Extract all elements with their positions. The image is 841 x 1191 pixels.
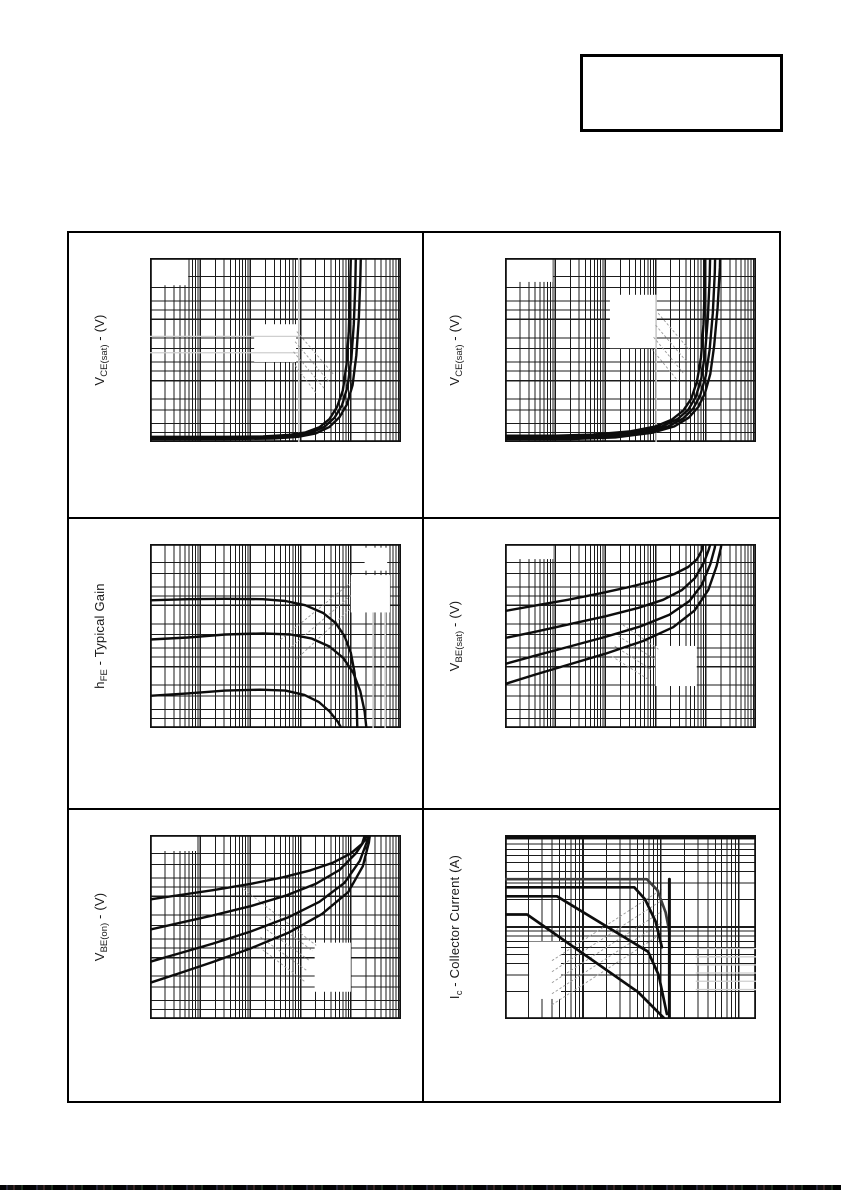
label-subscript: FE: [98, 669, 110, 682]
label-suffix: - Collector Current (A): [447, 854, 462, 991]
label-suffix: - (V): [92, 314, 107, 345]
chart-plot-vbe-sat: [505, 544, 756, 728]
label-prefix: V: [92, 952, 107, 962]
label-suffix: - (V): [92, 892, 107, 923]
label-subscript: c: [453, 990, 465, 996]
axis-label-vce-sat-2: VCE(sat) - (V): [445, 240, 465, 460]
label-subscript: CE(sat): [98, 344, 110, 377]
log-log-chart: [150, 258, 401, 442]
log-log-chart: [150, 544, 401, 728]
axis-label-soa: Ic - Collector Current (A): [445, 817, 465, 1037]
label-subscript: BE(sat): [453, 630, 465, 663]
scan-noise-bar: [0, 1185, 841, 1190]
chart-plot-vbe-on: [150, 835, 401, 1019]
log-log-chart: [505, 258, 756, 442]
charts-grid: VCE(sat) - (V) VCE(sat) - (V) hFE - Typi…: [67, 231, 781, 1103]
label-prefix: V: [447, 376, 462, 386]
label-prefix: I: [447, 995, 462, 1000]
label-suffix: - Typical Gain: [92, 583, 107, 670]
chart-cell-vbe-on: VBE(on) - (V): [69, 810, 424, 1101]
chart-plot-vce-sat-2: [505, 258, 756, 442]
label-subscript: BE(on): [98, 922, 110, 953]
label-suffix: - (V): [447, 600, 462, 631]
label-prefix: V: [92, 376, 107, 386]
chart-cell-hfe-gain: hFE - Typical Gain: [69, 519, 424, 810]
chart-plot-vce-sat-1: [150, 258, 401, 442]
axis-label-hfe-gain: hFE - Typical Gain: [90, 526, 110, 746]
log-log-chart: [150, 835, 401, 1019]
chart-cell-vce-sat-2: VCE(sat) - (V): [424, 233, 779, 519]
label-suffix: - (V): [447, 314, 462, 345]
log-log-chart: [505, 544, 756, 728]
chart-cell-vbe-sat: VBE(sat) - (V): [424, 519, 779, 810]
axis-label-vbe-on: VBE(on) - (V): [90, 817, 110, 1037]
part-number-box: [580, 54, 783, 132]
chart-cell-vce-sat-1: VCE(sat) - (V): [69, 233, 424, 519]
chart-plot-soa: [505, 835, 756, 1019]
log-log-chart: [505, 835, 756, 1019]
axis-label-vbe-sat: VBE(sat) - (V): [445, 526, 465, 746]
chart-plot-hfe-gain: [150, 544, 401, 728]
label-subscript: CE(sat): [453, 344, 465, 377]
label-prefix: h: [92, 681, 107, 689]
chart-cell-soa: Ic - Collector Current (A): [424, 810, 779, 1101]
label-prefix: V: [447, 662, 462, 672]
axis-label-vce-sat-1: VCE(sat) - (V): [90, 240, 110, 460]
